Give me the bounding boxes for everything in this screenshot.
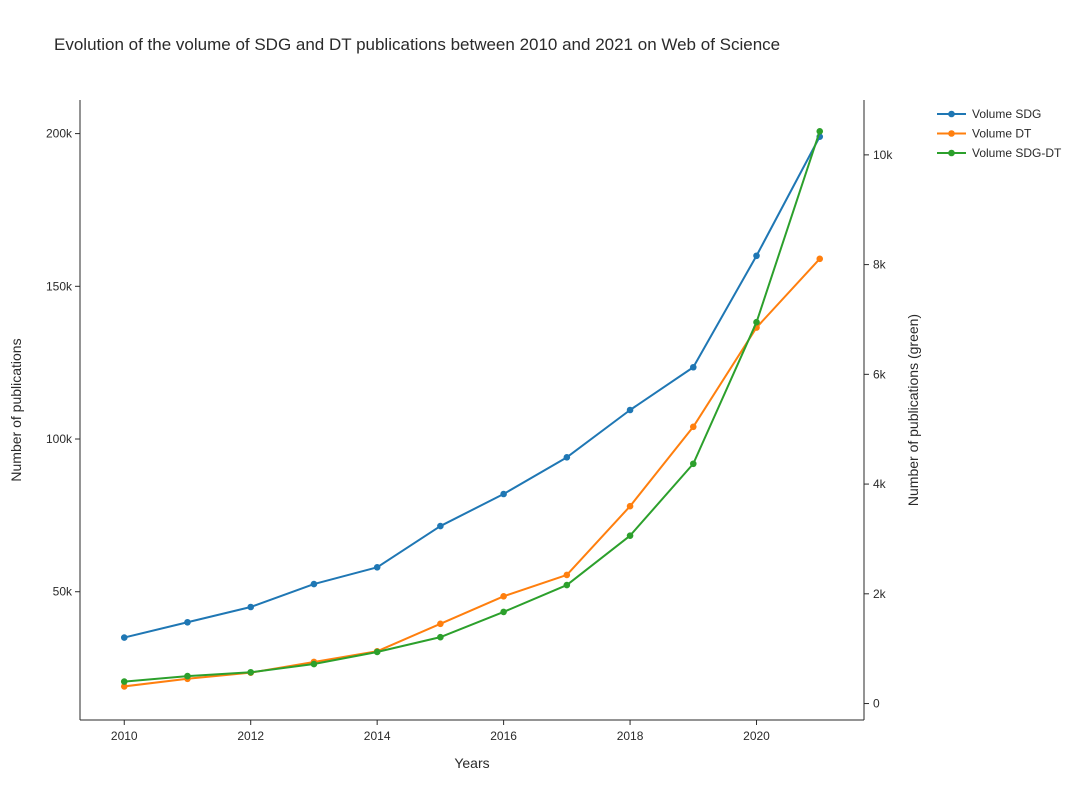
x-axis-ticks: 2010 2012 2014 2016 2018 2020 — [111, 720, 770, 743]
series-line-volume-sdg-dt — [124, 130, 821, 683]
x-tick-label: 2018 — [617, 729, 644, 743]
legend-item-volume-sdg: Volume SDG — [937, 107, 1041, 121]
data-point-volume-sdg — [626, 406, 634, 414]
legend-item-volume-sdg-dt: Volume SDG-DT — [937, 146, 1062, 160]
data-point-volume-dt — [563, 571, 571, 579]
data-point-volume-sdg-dt — [500, 608, 507, 616]
data-point-volume-sdg-dt — [310, 660, 318, 668]
left-y-axis-ticks: 50k 100k 150k 200k — [46, 127, 80, 599]
y-tick-label: 200k — [46, 127, 73, 141]
data-point-volume-sdg-dt — [563, 581, 571, 589]
legend: Volume SDG Volume DT Volume SDG-DT — [937, 107, 1062, 160]
series-line-volume-dt — [124, 258, 821, 688]
right-y-axis-title: Number of publications (green) — [905, 314, 921, 506]
data-point-volume-sdg — [437, 522, 444, 530]
y-tick-label: 50k — [53, 585, 73, 599]
data-point-volume-dt — [500, 593, 507, 600]
x-axis-title: Years — [454, 755, 489, 771]
data-point-volume-sdg — [373, 563, 381, 571]
series-line-volume-sdg — [124, 136, 821, 639]
data-point-volume-dt — [816, 255, 824, 263]
data-point-volume-sdg — [753, 252, 760, 260]
x-tick-label: 2016 — [490, 729, 517, 743]
data-point-volume-dt — [626, 502, 634, 510]
legend-label: Volume DT — [972, 127, 1032, 141]
data-point-volume-sdg — [563, 454, 571, 461]
x-tick-label: 2020 — [743, 729, 770, 743]
x-tick-label: 2010 — [111, 729, 138, 743]
data-point-volume-sdg — [184, 618, 191, 626]
data-point-volume-sdg-dt — [816, 127, 824, 135]
data-point-volume-sdg — [689, 363, 697, 371]
legend-label: Volume SDG — [972, 107, 1041, 121]
chart-title: Evolution of the volume of SDG and DT pu… — [54, 35, 780, 54]
data-point-volume-sdg-dt — [689, 460, 697, 468]
data-point-volume-dt — [689, 423, 697, 431]
legend-swatch-marker — [948, 110, 955, 118]
data-point-volume-sdg-dt — [373, 648, 381, 656]
data-point-volume-sdg-dt — [626, 532, 634, 539]
data-point-volume-sdg-dt — [753, 318, 760, 326]
series-volume-sdg-dt — [120, 127, 824, 685]
y-tick-label: 100k — [46, 432, 73, 446]
right-y-axis-ticks: 0 2k 4k 6k 8k 10k — [864, 148, 893, 711]
data-point-volume-sdg — [310, 580, 318, 588]
y2-tick-label: 0 — [873, 697, 880, 711]
legend-label: Volume SDG-DT — [972, 146, 1062, 160]
x-tick-label: 2012 — [237, 729, 264, 743]
data-point-volume-sdg — [500, 490, 507, 498]
left-y-axis-title: Number of publications — [8, 338, 24, 481]
data-point-volume-dt — [437, 620, 444, 628]
data-point-volume-dt — [120, 683, 128, 690]
y-tick-label: 150k — [46, 279, 73, 293]
y2-tick-label: 8k — [873, 258, 887, 272]
data-point-volume-sdg — [120, 634, 128, 641]
series-layer — [120, 127, 824, 690]
legend-item-volume-dt: Volume DT — [937, 127, 1032, 141]
data-point-volume-sdg-dt — [184, 672, 191, 680]
y2-tick-label: 6k — [873, 367, 887, 381]
legend-swatch-marker — [948, 130, 955, 137]
y2-tick-label: 2k — [873, 587, 887, 601]
legend-swatch-marker — [948, 149, 955, 157]
x-tick-label: 2014 — [364, 729, 391, 743]
data-point-volume-sdg — [247, 603, 255, 611]
data-point-volume-sdg-dt — [120, 678, 128, 685]
data-point-volume-sdg-dt — [437, 633, 444, 641]
y2-tick-label: 10k — [873, 148, 893, 162]
data-point-volume-sdg-dt — [247, 668, 255, 676]
y2-tick-label: 4k — [873, 477, 887, 491]
